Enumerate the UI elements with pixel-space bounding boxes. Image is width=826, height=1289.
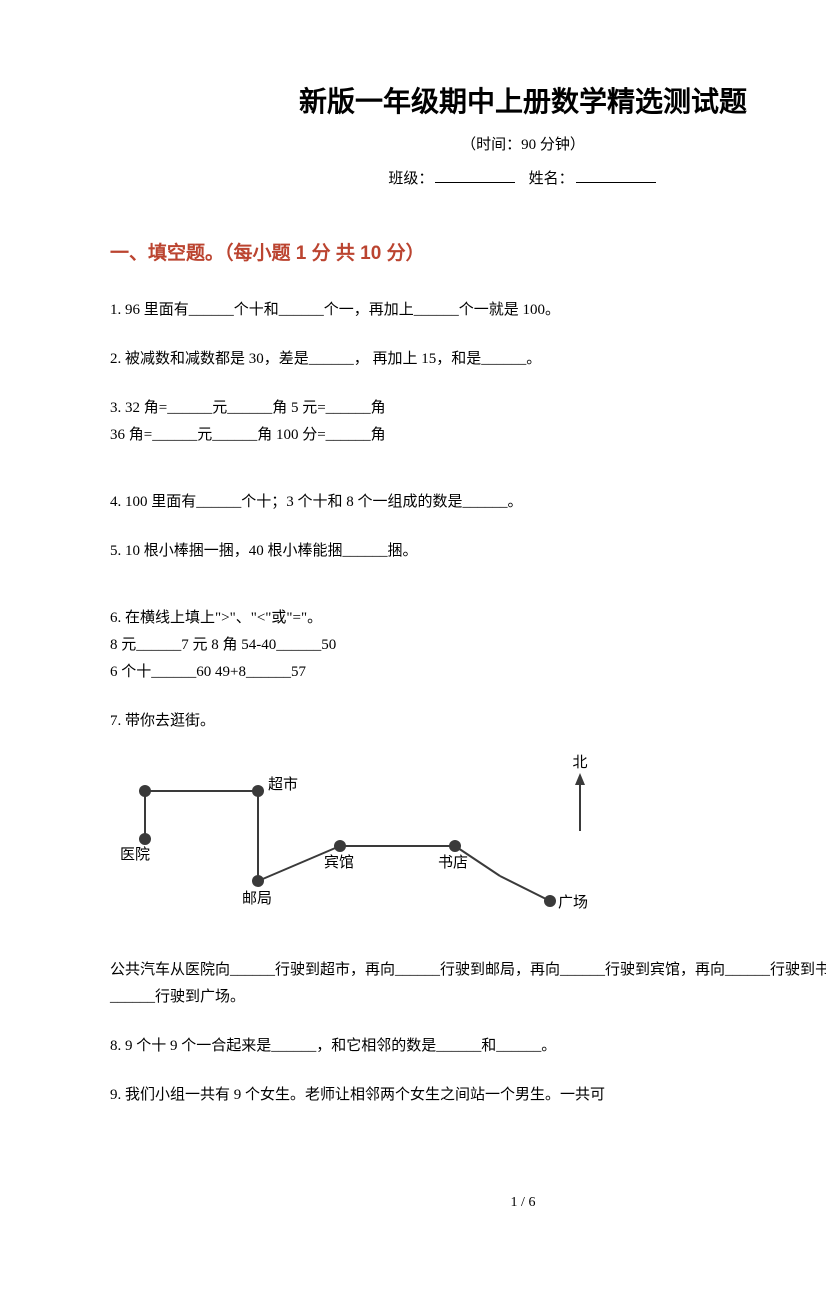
class-input-line[interactable]: [435, 168, 515, 183]
question-8: 8. 9 个十 9 个一合起来是______，和它相邻的数是______和___…: [110, 1033, 826, 1060]
section-1-heading: 一、填空题。（每小题 1 分 共 10 分）: [110, 239, 826, 269]
map-diagram: 北 医: [110, 751, 826, 939]
map-edges: [145, 791, 550, 901]
question-7-text: 公共汽车从医院向______行驶到超市，再向______行驶到邮局，再向____…: [110, 957, 826, 1011]
page-title: 新版一年级期中上册数学精选测试题: [110, 80, 826, 125]
map-svg: 北 医: [110, 751, 630, 931]
question-3-line-2: 36 角=______元______角 100 分=______角: [110, 422, 826, 449]
label-supermarket: 超市: [268, 776, 298, 793]
north-label: 北: [572, 754, 587, 771]
question-5: 5. 10 根小棒捆一捆，40 根小棒能捆______捆。: [110, 538, 826, 565]
label-square: 广场: [558, 894, 588, 911]
label-hospital: 医院: [120, 845, 150, 863]
question-3: 3. 32 角=______元______角 5 元=______角 36 角=…: [110, 395, 826, 449]
label-bookstore: 书店: [438, 854, 468, 871]
name-label: 姓名：: [529, 171, 574, 187]
name-line: 班级： 姓名：: [110, 167, 826, 191]
question-1: 1. 96 里面有______个十和______个一，再加上______个一就是…: [110, 297, 826, 324]
question-9: 9. 我们小组一共有 9 个女生。老师让相邻两个女生之间站一个男生。一共可: [110, 1082, 826, 1109]
label-postoffice: 邮局: [242, 890, 272, 907]
class-label: 班级：: [388, 171, 433, 187]
label-hotel: 宾馆: [324, 854, 354, 871]
north-arrow: 北: [572, 754, 587, 831]
question-6-line-3: 6 个十______60 49+8______57: [110, 659, 826, 686]
question-3-line-1: 3. 32 角=______元______角 5 元=______角: [110, 395, 826, 422]
question-6-line-1: 6. 在横线上填上">"、"<"或"="。: [110, 605, 826, 632]
question-2: 2. 被减数和减数都是 30，差是______， 再加上 15，和是______…: [110, 346, 826, 373]
question-6-line-2: 8 元______7 元 8 角 54-40______50: [110, 632, 826, 659]
page-number: 1 / 6: [511, 1192, 536, 1214]
map-labels: 医院 超市 邮局 宾馆 书店 广场: [120, 776, 588, 911]
subtitle: （时间：90 分钟）: [110, 133, 826, 157]
question-6: 6. 在横线上填上">"、"<"或"="。 8 元______7 元 8 角 5…: [110, 605, 826, 686]
question-4: 4. 100 里面有______个十；3 个十和 8 个一组成的数是______…: [110, 489, 826, 516]
name-input-line[interactable]: [576, 168, 656, 183]
question-7: 7. 带你去逛街。: [110, 708, 826, 735]
